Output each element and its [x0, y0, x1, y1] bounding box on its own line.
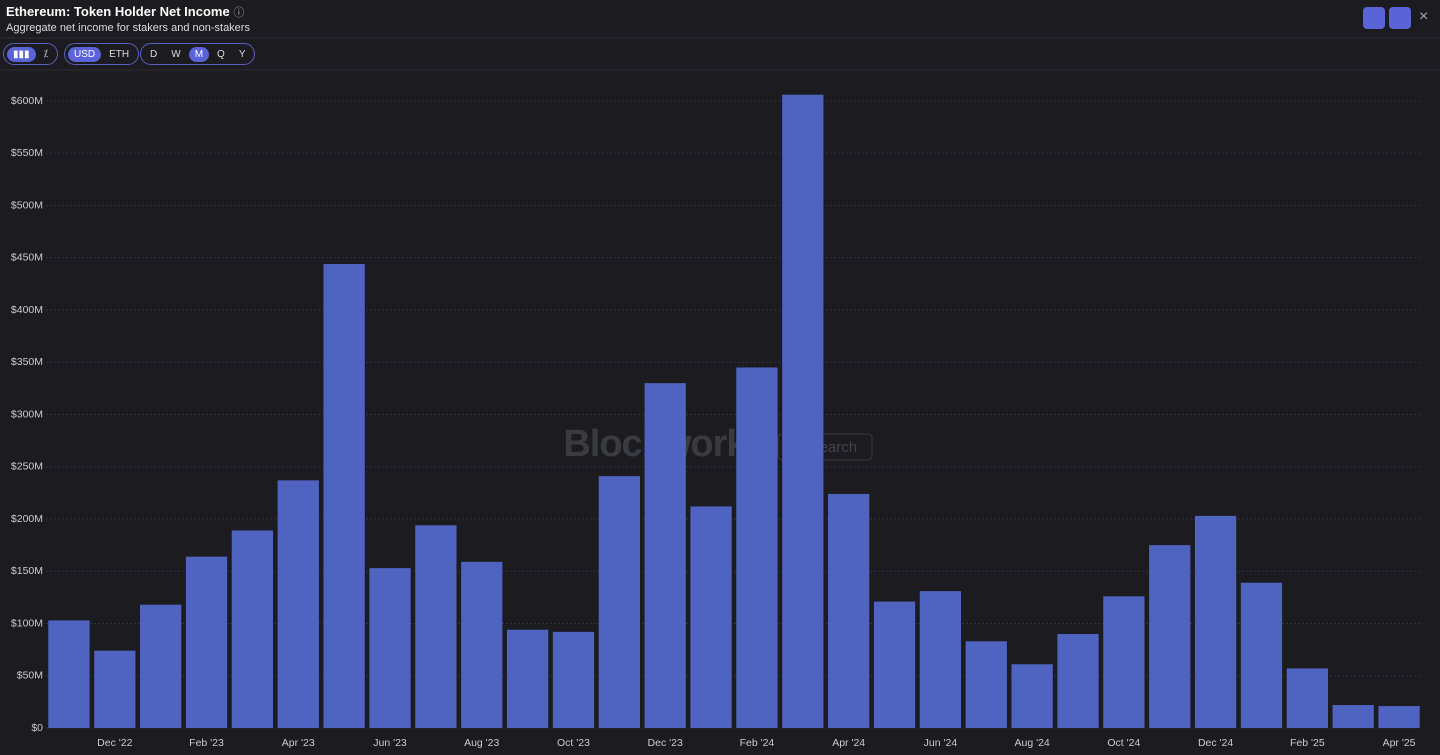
bar [873, 601, 916, 728]
period-button[interactable]: Q [217, 48, 225, 60]
y-tick-label: $100M [11, 617, 43, 629]
x-tick-label: Oct '24 [1107, 737, 1140, 749]
bar [965, 641, 1007, 728]
bar [1240, 582, 1283, 728]
x-tick-label: Feb '23 [189, 737, 224, 749]
x-tick-label: Dec '22 [97, 737, 132, 749]
y-tick-label: $250M [11, 461, 43, 473]
x-tick-label: Aug '24 [1014, 737, 1049, 749]
currency-button[interactable]: USD [68, 46, 102, 62]
x-tick-label: Dec '23 [648, 737, 683, 749]
chart-type-toggle: ▮▮▮ ⁒ [3, 43, 59, 65]
x-tick-label: Oct '23 [557, 737, 590, 749]
bar [1103, 596, 1145, 728]
close-button[interactable]: × [1419, 8, 1429, 25]
title-text: Ethereum: Token Holder Net Income [6, 4, 230, 19]
bar [919, 591, 962, 728]
percent-view-button[interactable]: ⁒ [43, 48, 49, 60]
y-tick-label: $600M [11, 95, 43, 107]
currency-button[interactable]: ETH [109, 48, 130, 60]
subtitle: Aggregate net income for stakers and non… [6, 22, 250, 34]
y-tick-label: $150M [11, 565, 43, 577]
bar [140, 604, 182, 728]
bar [277, 480, 319, 728]
bar [598, 476, 640, 728]
bar [369, 568, 411, 728]
y-tick-label: $550M [11, 147, 43, 159]
y-tick-label: $50M [17, 670, 43, 682]
bar [48, 620, 90, 728]
watermark-box [777, 433, 873, 461]
period-toggle: D W M Q Y [140, 43, 256, 65]
bar [1378, 706, 1420, 728]
bar [1194, 515, 1237, 728]
screenshot-button[interactable] [1363, 7, 1385, 29]
bar [231, 530, 274, 728]
bar [461, 561, 503, 728]
x-tick-label: Feb '24 [740, 737, 775, 749]
currency-toggle: USD ETH [64, 43, 140, 65]
y-tick-label: $0 [31, 722, 43, 734]
bar [1286, 668, 1328, 728]
bar [828, 493, 870, 728]
x-tick-label: Feb '25 [1290, 737, 1325, 749]
bar [415, 525, 457, 728]
title: Ethereum: Token Holder Net Income ⓘ [6, 4, 250, 20]
period-button[interactable]: D [150, 48, 158, 60]
bar [1332, 705, 1374, 728]
bar-view-button[interactable]: ▮▮▮ [7, 46, 36, 62]
bar [1011, 664, 1053, 728]
y-tick-label: $450M [11, 252, 43, 264]
x-tick-label: Apr '23 [282, 737, 315, 749]
x-tick-label: Dec '24 [1198, 737, 1233, 749]
x-tick-label: Apr '24 [832, 737, 865, 749]
bar [506, 629, 549, 728]
x-tick-label: Jun '24 [924, 737, 958, 749]
bar [323, 264, 365, 728]
period-button[interactable]: Y [238, 48, 246, 60]
bar [94, 650, 136, 728]
bar [782, 94, 824, 729]
bar [690, 506, 732, 728]
x-tick-label: Apr '25 [1383, 737, 1416, 749]
bar [1149, 545, 1191, 728]
bar [644, 383, 686, 728]
bar [736, 367, 778, 728]
period-button[interactable]: M [188, 46, 210, 62]
x-tick-label: Aug '23 [464, 737, 499, 749]
y-tick-label: $300M [11, 408, 43, 420]
y-tick-label: $200M [11, 513, 43, 525]
header: Ethereum: Token Holder Net Income ⓘ Aggr… [6, 4, 250, 34]
bar [185, 556, 228, 728]
y-tick-label: $350M [11, 356, 43, 368]
period-button[interactable]: W [171, 48, 181, 60]
bar [552, 631, 595, 728]
bar [1057, 633, 1099, 728]
copy-button[interactable] [1389, 7, 1411, 29]
info-icon[interactable]: ⓘ [233, 7, 245, 19]
x-tick-label: Jun '23 [373, 737, 407, 749]
y-tick-label: $500M [11, 199, 43, 211]
y-tick-label: $400M [11, 304, 43, 316]
